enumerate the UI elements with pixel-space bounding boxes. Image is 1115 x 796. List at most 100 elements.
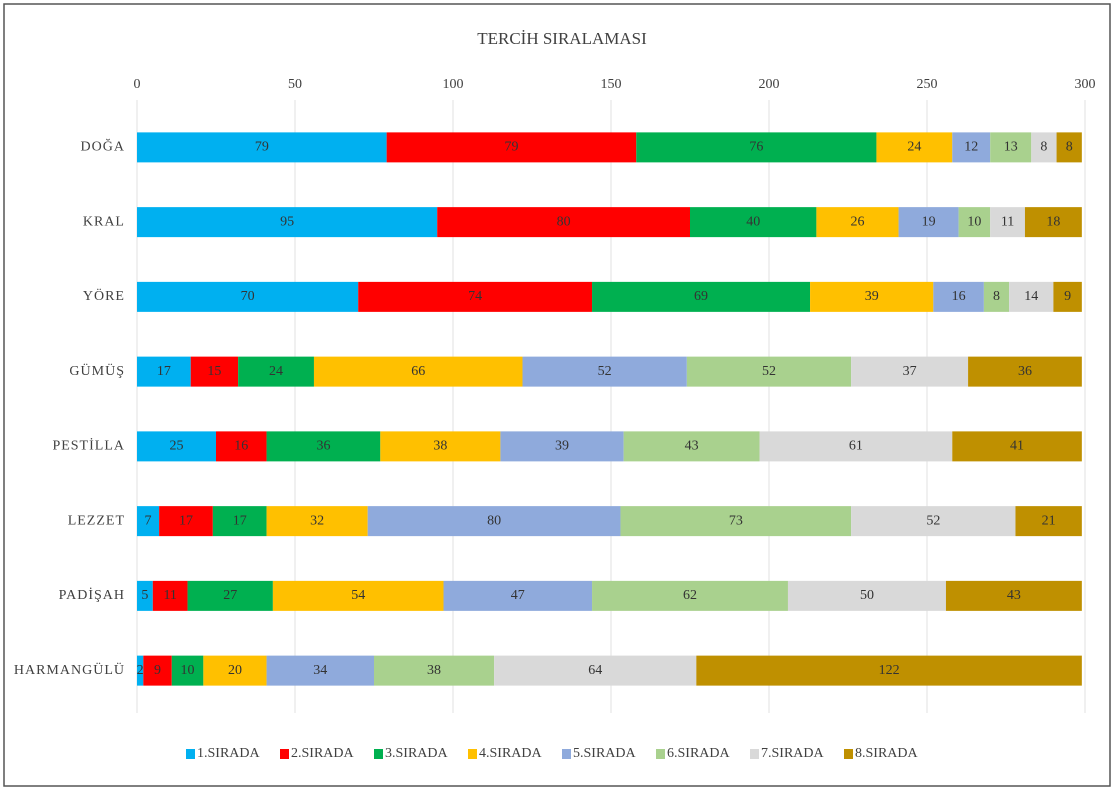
data-label: 9 bbox=[1064, 289, 1071, 304]
bar-segment bbox=[851, 356, 969, 387]
bar-segment bbox=[851, 506, 1016, 537]
data-label: 25 bbox=[170, 439, 184, 454]
bar-segment bbox=[952, 431, 1082, 462]
bar-segment bbox=[203, 655, 267, 686]
legend-swatch bbox=[844, 749, 853, 759]
bar-segment bbox=[990, 132, 1032, 163]
bar-segment bbox=[494, 655, 697, 686]
data-label: 19 bbox=[922, 214, 936, 229]
bar-segment bbox=[787, 580, 946, 611]
bar-segment bbox=[933, 281, 984, 312]
x-tick-label: 100 bbox=[443, 77, 464, 92]
bar-segment bbox=[636, 132, 877, 163]
data-label: 66 bbox=[411, 364, 425, 379]
bar-segment bbox=[592, 580, 788, 611]
bar-segment bbox=[592, 281, 811, 312]
y-tick-label: PADİŞAH bbox=[59, 587, 125, 603]
legend-label: 8.SIRADA bbox=[855, 746, 919, 761]
bar-segment bbox=[137, 207, 438, 238]
data-label: 24 bbox=[269, 364, 283, 379]
data-label: 39 bbox=[555, 439, 569, 454]
data-label: 70 bbox=[241, 289, 255, 304]
bar-segment bbox=[990, 207, 1025, 238]
data-label: 18 bbox=[1046, 214, 1060, 229]
bar-segment bbox=[983, 281, 1010, 312]
data-label: 52 bbox=[926, 513, 940, 528]
bar-segment bbox=[137, 431, 216, 462]
data-label: 26 bbox=[850, 214, 864, 229]
x-tick-label: 150 bbox=[601, 77, 622, 92]
bar-segment bbox=[623, 431, 760, 462]
bar-segment bbox=[522, 356, 687, 387]
bar-segment bbox=[187, 580, 273, 611]
x-tick-label: 300 bbox=[1075, 77, 1096, 92]
data-label: 79 bbox=[255, 140, 269, 155]
y-tick-label: YÖRE bbox=[83, 287, 125, 304]
chart-title: TERCİH SIRALAMASI bbox=[477, 29, 647, 48]
x-tick-label: 0 bbox=[134, 77, 141, 92]
data-label: 39 bbox=[865, 289, 879, 304]
data-label: 43 bbox=[1007, 588, 1021, 603]
data-label: 10 bbox=[967, 214, 981, 229]
bar-segment bbox=[137, 356, 191, 387]
bar-segment bbox=[958, 207, 991, 238]
bar-segment bbox=[137, 655, 144, 686]
legend-swatch bbox=[562, 749, 571, 759]
data-label: 12 bbox=[964, 140, 978, 155]
bar-segment bbox=[759, 431, 953, 462]
bar-segment bbox=[968, 356, 1082, 387]
bar-segment bbox=[238, 356, 314, 387]
x-tick-label: 250 bbox=[917, 77, 938, 92]
legend-label: 2.SIRADA bbox=[291, 746, 355, 761]
bar-segment bbox=[500, 431, 624, 462]
data-label: 8 bbox=[1040, 140, 1047, 155]
data-label: 36 bbox=[316, 439, 330, 454]
data-label: 95 bbox=[280, 214, 294, 229]
data-label: 20 bbox=[228, 663, 242, 678]
bar-segment bbox=[1056, 132, 1082, 163]
data-label: 16 bbox=[952, 289, 966, 304]
bar-segment bbox=[690, 207, 817, 238]
data-label: 34 bbox=[313, 663, 327, 678]
legend-swatch bbox=[374, 749, 383, 759]
data-label: 73 bbox=[729, 513, 743, 528]
bar-segment bbox=[143, 655, 172, 686]
data-label: 16 bbox=[234, 439, 248, 454]
data-label: 13 bbox=[1004, 140, 1018, 155]
legend-label: 7.SIRADA bbox=[761, 746, 825, 761]
bar-segment bbox=[137, 580, 153, 611]
data-label: 17 bbox=[179, 513, 193, 528]
data-label: 21 bbox=[1042, 513, 1056, 528]
bar-segment bbox=[137, 281, 359, 312]
data-label: 80 bbox=[487, 513, 501, 528]
legend-label: 5.SIRADA bbox=[573, 746, 637, 761]
data-label: 50 bbox=[860, 588, 874, 603]
bar-segment bbox=[266, 506, 368, 537]
bar-segment bbox=[171, 655, 204, 686]
legend-swatch bbox=[656, 749, 665, 759]
bar-segment bbox=[266, 655, 374, 686]
data-label: 64 bbox=[588, 663, 602, 678]
bar-segment bbox=[152, 580, 188, 611]
bar-segment bbox=[272, 580, 444, 611]
data-label: 38 bbox=[433, 439, 447, 454]
bar-segment bbox=[137, 132, 387, 163]
bar-segment bbox=[374, 655, 495, 686]
bar-segment bbox=[443, 580, 593, 611]
bar-segment bbox=[1024, 207, 1082, 238]
data-label: 36 bbox=[1018, 364, 1032, 379]
y-tick-label: HARMANGÜLÜ bbox=[14, 661, 125, 678]
legend-swatch bbox=[468, 749, 477, 759]
legend-label: 1.SIRADA bbox=[197, 746, 261, 761]
data-label: 17 bbox=[157, 364, 171, 379]
bar-segment bbox=[137, 506, 160, 537]
data-label: 11 bbox=[163, 588, 176, 603]
bar-segment bbox=[367, 506, 621, 537]
bar-segment bbox=[945, 580, 1082, 611]
data-label: 14 bbox=[1024, 289, 1038, 304]
data-label: 69 bbox=[694, 289, 708, 304]
data-label: 15 bbox=[207, 364, 221, 379]
bar-segment bbox=[266, 431, 381, 462]
y-tick-label: KRAL bbox=[83, 214, 125, 229]
